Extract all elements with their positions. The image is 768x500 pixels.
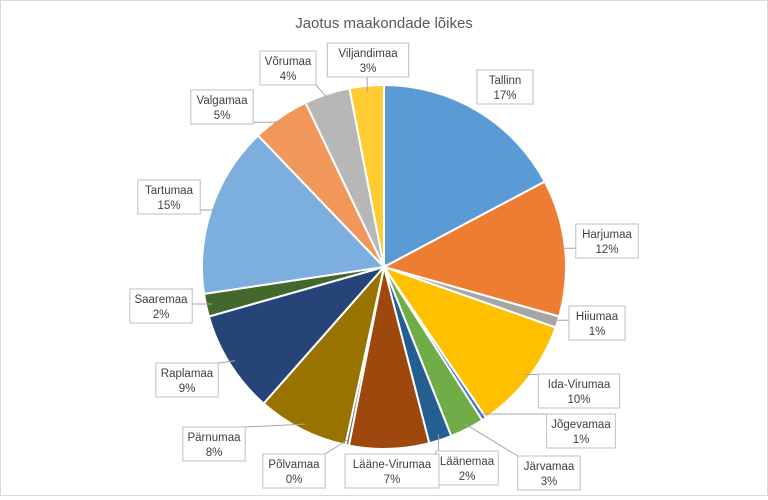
data-label-saaremaa: Saaremaa 2%: [130, 289, 192, 323]
label-percent: 17%: [493, 90, 516, 102]
data-label-jogevamaa: Jõgevamaa 1%: [547, 414, 616, 448]
pie-slices: [202, 85, 566, 449]
label-category: Pärnumaa: [187, 432, 241, 444]
label-percent: 1%: [573, 434, 590, 446]
label-percent: 15%: [157, 200, 180, 212]
label-category: Põlvamaa: [268, 459, 320, 471]
label-category: Võrumaa: [265, 56, 312, 68]
data-label-jarvamaa: Järvamaa 3%: [518, 456, 580, 490]
chart-title: Jaotus maakondade lõikes: [295, 15, 473, 32]
label-category: Lääne-Virumaa: [353, 459, 432, 471]
label-percent: 9%: [179, 383, 196, 395]
label-percent: 8%: [206, 447, 223, 459]
data-label-valgamaa: Valgamaa 5%: [191, 90, 253, 124]
data-label-raplamaa: Raplamaa 9%: [156, 363, 218, 397]
label-percent: 0%: [286, 474, 303, 486]
label-category: Järvamaa: [524, 461, 575, 473]
label-category: Raplamaa: [161, 368, 214, 380]
data-label-parnumaa: Pärnumaa 8%: [183, 427, 245, 461]
data-label-laane-virumaa: Lääne-Virumaa 7%: [345, 454, 439, 488]
label-category: Valgamaa: [197, 95, 249, 107]
label-percent: 2%: [153, 309, 170, 321]
label-percent: 5%: [214, 110, 231, 122]
data-label-harjumaa: Harjumaa 12%: [576, 224, 638, 258]
data-label-vorumaa: Võrumaa 4%: [260, 51, 316, 85]
label-category: Harjumaa: [582, 229, 632, 241]
data-label-tartumaa: Tartumaa 15%: [138, 180, 200, 214]
label-category: Jõgevamaa: [551, 419, 611, 431]
data-label-polvamaa: Põlvamaa 0%: [263, 454, 325, 488]
data-label-ida-virumaa: Ida-Virumaa 10%: [538, 374, 619, 408]
label-category: Hiiumaa: [576, 311, 619, 323]
label-percent: 10%: [567, 394, 590, 406]
label-percent: 12%: [595, 244, 618, 256]
data-label-hiiumaa: Hiiumaa 1%: [569, 306, 625, 340]
label-category: Viljandimaa: [338, 48, 398, 60]
label-percent: 2%: [459, 471, 476, 483]
label-percent: 1%: [589, 326, 606, 338]
label-percent: 7%: [384, 474, 401, 486]
label-percent: 3%: [360, 63, 377, 75]
label-percent: 4%: [280, 71, 297, 83]
label-category: Saaremaa: [134, 294, 188, 306]
label-category: Tallinn: [489, 75, 522, 87]
label-category: Ida-Virumaa: [548, 379, 611, 391]
label-category: Tartumaa: [145, 185, 194, 197]
data-label-tallinn: Tallinn 17%: [477, 70, 533, 104]
data-label-laanemaa: Läänemaa 2%: [436, 451, 498, 485]
data-label-viljandimaa: Viljandimaa 3%: [327, 43, 408, 77]
label-category: Läänemaa: [440, 456, 495, 468]
label-percent: 3%: [541, 476, 558, 488]
